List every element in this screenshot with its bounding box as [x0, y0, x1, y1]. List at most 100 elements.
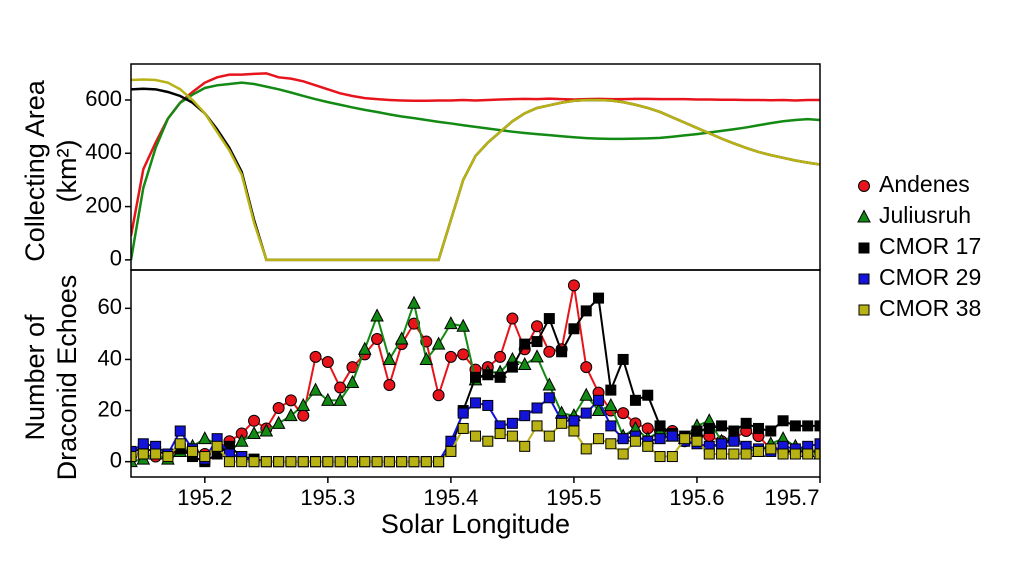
marker — [457, 348, 470, 361]
marker — [802, 448, 814, 460]
marker — [482, 399, 494, 411]
marker — [531, 336, 543, 348]
marker — [691, 425, 703, 437]
marker — [543, 430, 555, 442]
marker — [716, 420, 728, 432]
x-tick-label: 195.4 — [423, 485, 478, 510]
marker — [131, 451, 137, 463]
marker — [174, 425, 186, 437]
marker — [617, 407, 630, 420]
marker — [137, 448, 149, 460]
x-tick-label: 195.6 — [669, 485, 724, 510]
marker — [642, 389, 654, 401]
marker — [593, 292, 605, 304]
marker — [297, 409, 310, 422]
marker — [629, 435, 641, 447]
x-tick-label: 195.2 — [177, 485, 232, 510]
marker — [543, 345, 556, 358]
marker — [457, 422, 469, 434]
marker — [271, 415, 286, 429]
marker — [556, 417, 568, 429]
marker — [519, 440, 531, 452]
marker — [752, 445, 764, 457]
marker — [260, 456, 272, 468]
marker — [542, 377, 557, 391]
marker — [666, 451, 678, 463]
marker — [716, 448, 728, 460]
marker — [248, 456, 260, 468]
marker — [345, 374, 360, 388]
marker — [310, 456, 322, 468]
marker — [371, 456, 383, 468]
marker — [297, 456, 309, 468]
marker — [654, 451, 666, 463]
marker — [580, 305, 592, 317]
marker — [137, 438, 149, 450]
marker — [407, 295, 421, 309]
marker — [777, 415, 789, 427]
marker — [322, 456, 334, 468]
bottom-frame — [130, 269, 821, 478]
y-tick-label: 40 — [98, 345, 122, 370]
marker — [617, 433, 629, 445]
marker — [617, 448, 629, 460]
y-axis-label: Draconid Echoes — [52, 275, 82, 481]
marker — [568, 415, 580, 427]
y-tick-label: 60 — [98, 294, 122, 319]
marker — [506, 361, 518, 373]
marker — [187, 445, 199, 457]
marker — [666, 430, 678, 442]
marker — [789, 420, 801, 432]
marker — [470, 371, 481, 383]
marker — [334, 456, 346, 468]
y-tick-label: 0 — [110, 447, 122, 472]
marker — [580, 361, 593, 374]
y-tick-label: 20 — [98, 396, 122, 421]
legend-label: CMOR 38 — [879, 295, 981, 321]
marker — [654, 420, 666, 432]
series-line — [131, 72, 820, 237]
y-axis-label: Collecting Area — [20, 79, 50, 262]
marker — [777, 448, 789, 460]
marker — [530, 349, 544, 363]
marker — [433, 456, 445, 468]
marker — [642, 440, 654, 452]
marker — [519, 410, 531, 422]
marker — [579, 387, 594, 401]
marker — [494, 428, 506, 440]
marker — [211, 440, 223, 452]
legend-label: Juliusruh — [879, 202, 971, 228]
marker — [444, 350, 457, 363]
marker — [223, 456, 235, 468]
marker — [629, 394, 641, 406]
marker — [420, 456, 432, 468]
marker — [285, 456, 297, 468]
marker — [272, 402, 285, 414]
marker — [716, 438, 728, 450]
marker — [691, 435, 703, 447]
marker — [371, 333, 384, 345]
marker — [679, 433, 691, 445]
marker — [531, 402, 543, 414]
legend-label: Andenes — [879, 171, 970, 197]
marker — [814, 448, 820, 460]
marker — [605, 438, 617, 450]
marker — [605, 384, 617, 396]
y-axis-label: Number of — [20, 314, 50, 441]
marker — [470, 397, 481, 409]
marker — [531, 420, 543, 432]
marker — [456, 318, 471, 332]
marker — [284, 394, 297, 407]
marker — [506, 312, 519, 325]
marker — [740, 417, 752, 429]
marker — [150, 448, 162, 460]
marker — [431, 336, 446, 350]
marker — [296, 397, 311, 411]
marker — [482, 369, 494, 381]
marker — [617, 353, 629, 365]
marker — [728, 448, 740, 460]
marker — [802, 420, 814, 432]
marker — [407, 317, 420, 330]
legend-label: CMOR 29 — [879, 264, 981, 290]
